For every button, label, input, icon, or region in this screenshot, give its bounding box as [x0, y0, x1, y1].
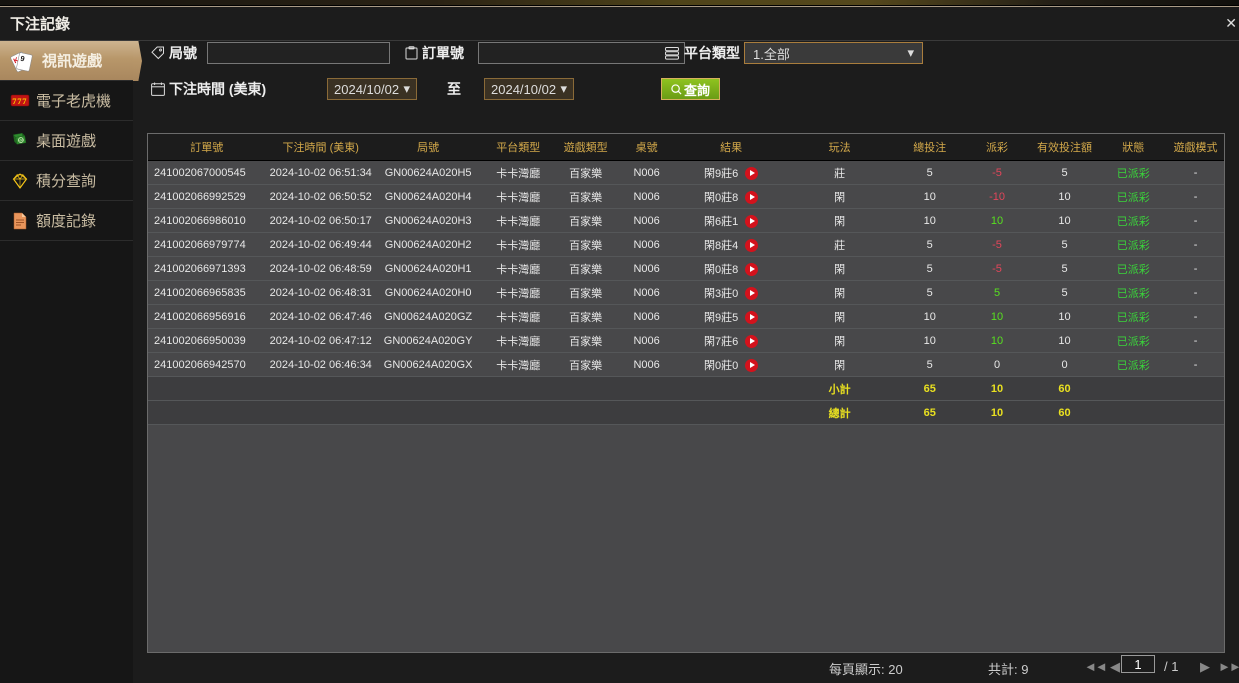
svg-text:GO: GO	[19, 137, 24, 142]
svg-text:7: 7	[22, 96, 27, 106]
